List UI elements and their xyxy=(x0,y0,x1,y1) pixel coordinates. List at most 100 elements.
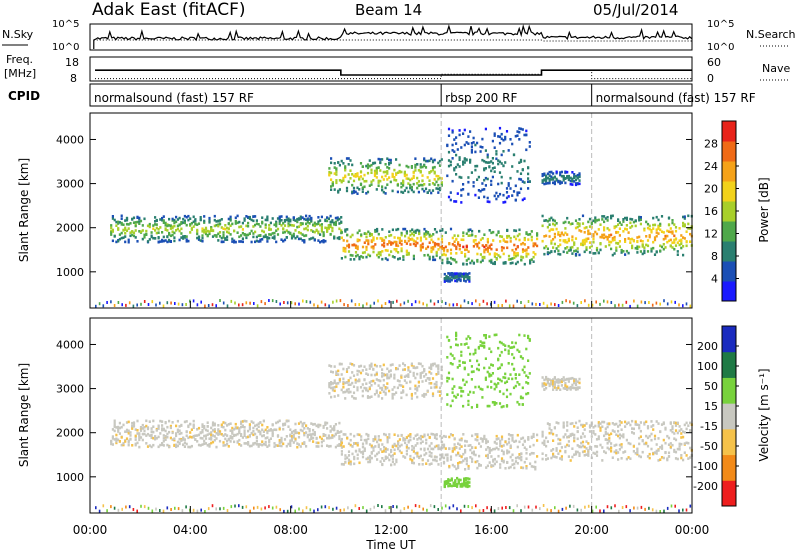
range-gate-cell xyxy=(509,236,512,240)
range-gate-cell xyxy=(384,257,387,260)
range-gate-cell xyxy=(331,220,334,224)
range-gate-cell xyxy=(299,223,302,227)
range-gate-cell xyxy=(252,426,255,430)
range-gate-cell xyxy=(604,217,607,220)
range-gate-cell xyxy=(342,162,345,165)
near-range-cell xyxy=(290,505,293,509)
range-gate-cell xyxy=(162,428,165,432)
range-gate-cell xyxy=(215,223,218,227)
range-gate-cell xyxy=(414,376,417,380)
range-gate-cell xyxy=(519,187,523,191)
range-gate-cell xyxy=(356,373,359,376)
range-gate-cell xyxy=(217,224,220,228)
range-gate-cell xyxy=(176,218,179,221)
range-gate-cell xyxy=(189,231,192,234)
near-range-cell xyxy=(437,508,439,511)
range-gate-cell xyxy=(595,438,599,441)
range-gate-cell xyxy=(204,230,208,234)
range-gate-cell xyxy=(217,223,220,226)
near-range-cell xyxy=(411,303,413,307)
range-gate-cell xyxy=(435,444,438,448)
range-gate-cell xyxy=(527,336,530,340)
range-gate-cell xyxy=(431,189,435,192)
range-gate-cell xyxy=(673,450,676,453)
range-gate-cell xyxy=(166,425,169,429)
range-gate-cell xyxy=(455,467,458,471)
range-gate-cell xyxy=(269,221,272,225)
range-gate-cell xyxy=(389,374,392,378)
range-gate-cell xyxy=(673,234,676,238)
range-gate-cell xyxy=(391,388,394,391)
near-range-cell xyxy=(463,504,466,508)
range-gate-cell xyxy=(227,217,230,221)
range-gate-cell xyxy=(639,222,642,226)
range-gate-cell xyxy=(460,350,463,354)
range-gate-cell xyxy=(381,243,384,247)
range-gate-cell xyxy=(476,466,479,470)
range-gate-cell xyxy=(456,366,459,369)
range-gate-cell xyxy=(330,382,333,386)
near-range-cell xyxy=(456,507,458,511)
range-gate-cell xyxy=(492,262,495,265)
range-gate-cell xyxy=(513,229,516,232)
range-gate-cell xyxy=(299,217,302,221)
colorbar-swatch xyxy=(722,480,736,507)
range-gate-cell xyxy=(457,466,460,470)
range-gate-cell xyxy=(405,381,408,385)
range-gate-cell xyxy=(576,430,579,433)
range-gate-cell xyxy=(331,182,334,186)
range-gate-cell xyxy=(550,242,553,245)
range-gate-cell xyxy=(562,239,565,243)
range-gate-cell xyxy=(324,421,327,424)
range-gate-cell xyxy=(166,229,169,232)
range-gate-cell xyxy=(393,377,396,380)
near-range-cell xyxy=(426,508,428,512)
power-scatter xyxy=(95,113,693,308)
range-gate-cell xyxy=(448,272,452,275)
range-gate-cell xyxy=(521,241,525,245)
range-gate-cell xyxy=(552,238,555,241)
range-gate-cell xyxy=(631,218,634,221)
range-gate-cell xyxy=(414,244,417,248)
range-gate-cell xyxy=(440,244,444,248)
range-gate-cell xyxy=(437,447,440,451)
range-gate-cell xyxy=(481,137,484,141)
near-range-cell xyxy=(546,304,549,308)
range-gate-cell xyxy=(566,216,569,220)
range-gate-cell xyxy=(514,252,518,255)
range-gate-cell xyxy=(324,226,327,230)
range-gate-cell xyxy=(222,441,225,444)
range-gate-cell xyxy=(138,445,141,449)
range-gate-cell xyxy=(613,423,616,426)
range-gate-cell xyxy=(308,433,311,436)
range-gate-cell xyxy=(486,237,489,241)
range-gate-cell xyxy=(595,232,599,236)
range-gate-cell xyxy=(529,445,532,448)
range-gate-cell xyxy=(516,400,519,404)
range-gate-cell xyxy=(470,148,473,152)
range-gate-cell xyxy=(439,447,442,450)
range-gate-cell xyxy=(373,173,377,176)
range-gate-cell xyxy=(428,436,431,439)
range-gate-cell xyxy=(615,451,618,455)
range-gate-cell xyxy=(182,235,185,238)
range-gate-cell xyxy=(308,218,311,221)
range-gate-cell xyxy=(255,427,258,431)
range-gate-cell xyxy=(421,380,424,383)
range-gate-cell xyxy=(363,241,366,244)
range-gate-cell xyxy=(659,430,662,434)
range-gate-cell xyxy=(557,381,560,384)
range-gate-cell xyxy=(266,217,269,220)
range-gate-cell xyxy=(646,425,650,428)
range-gate-cell xyxy=(468,280,471,283)
range-gate-cell xyxy=(645,235,648,238)
near-range-cell xyxy=(569,300,571,304)
range-gate-cell xyxy=(509,434,512,437)
colorbar-swatch xyxy=(722,201,736,222)
range-gate-cell xyxy=(618,227,621,230)
range-gate-cell xyxy=(365,382,368,385)
range-gate-cell xyxy=(315,445,318,448)
range-gate-cell xyxy=(578,386,581,389)
range-gate-cell xyxy=(629,217,632,221)
